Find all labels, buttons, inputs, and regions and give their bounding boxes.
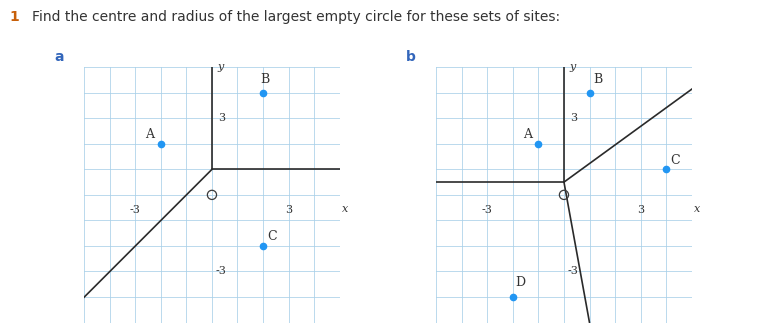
Text: B: B [260,73,269,86]
Text: Find the centre and radius of the largest empty circle for these sets of sites:: Find the centre and radius of the larges… [32,10,560,24]
Text: A: A [523,128,532,141]
Text: C: C [670,154,680,167]
Text: -3: -3 [130,205,141,215]
Text: 3: 3 [570,113,578,123]
Text: y: y [217,62,223,72]
Text: -3: -3 [568,266,578,277]
Text: 3: 3 [637,205,644,215]
Text: b: b [406,50,416,64]
Text: x: x [342,204,348,214]
Text: 3: 3 [285,205,292,215]
Text: 3: 3 [218,113,226,123]
Text: -3: -3 [216,266,226,277]
Text: 1: 1 [9,10,19,24]
Text: -3: -3 [482,205,493,215]
Text: C: C [267,230,276,243]
Text: B: B [593,73,603,86]
Text: a: a [54,50,64,64]
Text: x: x [694,204,700,214]
Text: D: D [516,277,525,289]
Text: A: A [145,128,154,141]
Text: y: y [569,62,575,72]
